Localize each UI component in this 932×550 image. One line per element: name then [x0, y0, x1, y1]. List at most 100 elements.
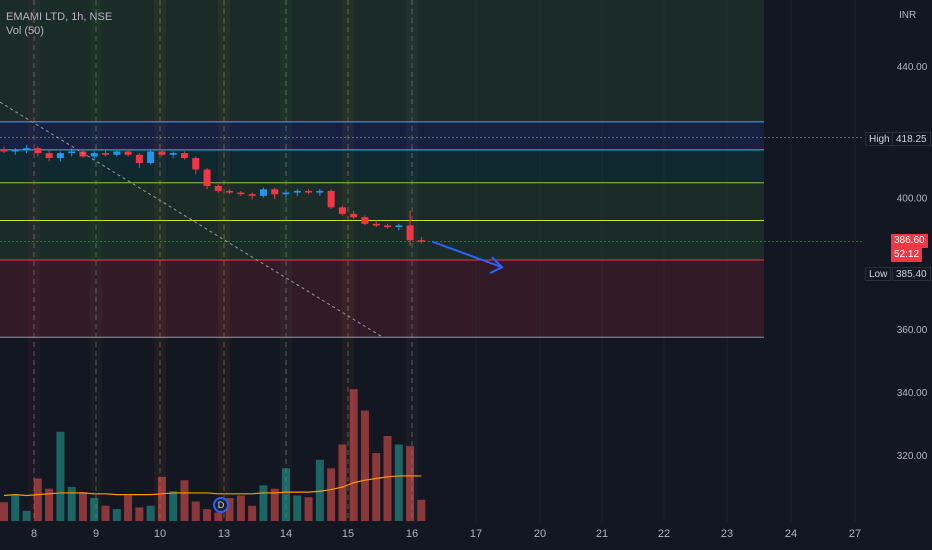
- time-axis-label: 10: [154, 528, 166, 540]
- price-zone: [0, 220, 764, 260]
- volume-bar: [293, 495, 302, 521]
- volume-indicator-label[interactable]: Vol (50): [6, 25, 44, 37]
- volume-bar: [248, 505, 257, 521]
- volume-bar: [349, 389, 358, 521]
- volume-bar: [225, 498, 234, 521]
- volume-bar: [394, 444, 403, 521]
- volume-bar: [135, 507, 144, 521]
- candle-body: [395, 225, 403, 228]
- time-axis-label: 13: [218, 528, 230, 540]
- volume-bar: [22, 510, 31, 521]
- candle-body: [113, 151, 121, 155]
- high-value-tag: 418.25: [892, 132, 931, 146]
- price-axis[interactable]: 440.00 400.00 360.00 340.00 320.00: [897, 62, 928, 462]
- candle-body: [203, 169, 211, 186]
- arrow-head: [489, 256, 504, 275]
- time-axis-label: 15: [342, 528, 354, 540]
- volume-bar: [383, 436, 392, 521]
- candle-body: [361, 217, 369, 224]
- candle-body: [79, 151, 87, 157]
- volume-bar: [11, 495, 20, 521]
- time-axis-label: 23: [721, 528, 733, 540]
- candle-body: [406, 225, 414, 241]
- candle-body: [327, 190, 335, 208]
- candle-body: [158, 151, 166, 155]
- volume-bar: [112, 509, 121, 521]
- last-price-tag: 386.60: [891, 234, 928, 248]
- candle-body: [56, 153, 64, 159]
- volume-bar: [101, 505, 110, 521]
- volume-ma-line: [3, 475, 422, 497]
- currency-label: INR: [899, 10, 917, 21]
- vertical-grid: [28, 0, 856, 522]
- candle-body: [293, 190, 301, 193]
- price-axis-label: 440.00: [897, 62, 928, 73]
- candle-body: [68, 151, 76, 154]
- volume-bars: [0, 389, 426, 521]
- volume-bar: [417, 499, 426, 521]
- candle-body: [135, 154, 143, 163]
- volume-bar: [180, 480, 189, 521]
- volume-bar: [45, 488, 54, 521]
- candle-body: [90, 153, 98, 157]
- volume-bar: [282, 468, 290, 521]
- volume-bar: [146, 505, 155, 521]
- candle-body: [45, 153, 53, 159]
- candle-body: [147, 151, 155, 163]
- candle-body: [0, 149, 8, 152]
- volume-bar: [56, 431, 65, 521]
- volume-bar: [191, 501, 200, 521]
- dividend-event-marker[interactable]: D: [213, 497, 229, 513]
- price-zone: [0, 182, 764, 221]
- volume-bar: [338, 444, 347, 521]
- price-zone: [0, 259, 764, 338]
- trend-line: [0, 101, 383, 338]
- candle-body: [192, 158, 200, 170]
- volume-bar: [259, 485, 268, 521]
- time-axis-label: 21: [596, 528, 608, 540]
- volume-bar: [169, 491, 178, 521]
- candle-body: [11, 149, 19, 152]
- time-axis-label: 14: [280, 528, 292, 540]
- candle-body: [214, 185, 222, 191]
- volume-bar: [0, 502, 8, 521]
- volume-bar: [33, 478, 42, 521]
- price-zone: [0, 149, 764, 183]
- volume-bar: [327, 468, 336, 521]
- candle-body: [316, 190, 324, 193]
- time-axis-label: 20: [534, 528, 546, 540]
- volume-bar: [214, 512, 223, 521]
- volume-bar: [90, 498, 99, 521]
- candlestick-series: [0, 144, 425, 246]
- candle-body: [34, 148, 42, 154]
- volume-bar: [270, 488, 279, 521]
- price-axis-label: 320.00: [897, 451, 928, 462]
- time-axis-label: 24: [785, 528, 797, 540]
- chart-legend: EMAMI LTD, 1h, NSE Vol (50): [6, 10, 112, 38]
- candle-body: [226, 190, 234, 193]
- candle-body: [282, 192, 290, 195]
- candle-body: [169, 153, 177, 155]
- symbol-label[interactable]: EMAMI LTD, 1h, NSE: [6, 11, 113, 23]
- volume-bar: [78, 492, 87, 521]
- candle-body: [372, 223, 380, 226]
- projection-arrow: [431, 240, 503, 269]
- volume-bar: [203, 509, 212, 521]
- time-axis-label: 17: [470, 528, 482, 540]
- candle-body: [237, 192, 245, 195]
- high-tag: High: [865, 132, 894, 146]
- candle-body: [23, 148, 31, 150]
- candle-body: [305, 190, 313, 193]
- price-axis-label: 400.00: [897, 194, 928, 205]
- volume-bar: [157, 476, 166, 521]
- low-value-tag: 385.40: [892, 267, 931, 281]
- candle-body: [350, 213, 358, 218]
- volume-bar: [406, 446, 415, 521]
- price-zone: [0, 121, 764, 150]
- volume-bar: [304, 497, 313, 521]
- volume-bar: [124, 495, 133, 521]
- candle-body: [102, 153, 110, 155]
- time-axis[interactable]: 8 9 10 13 14 15 16 17 20 21 22 23 24 27: [31, 528, 861, 540]
